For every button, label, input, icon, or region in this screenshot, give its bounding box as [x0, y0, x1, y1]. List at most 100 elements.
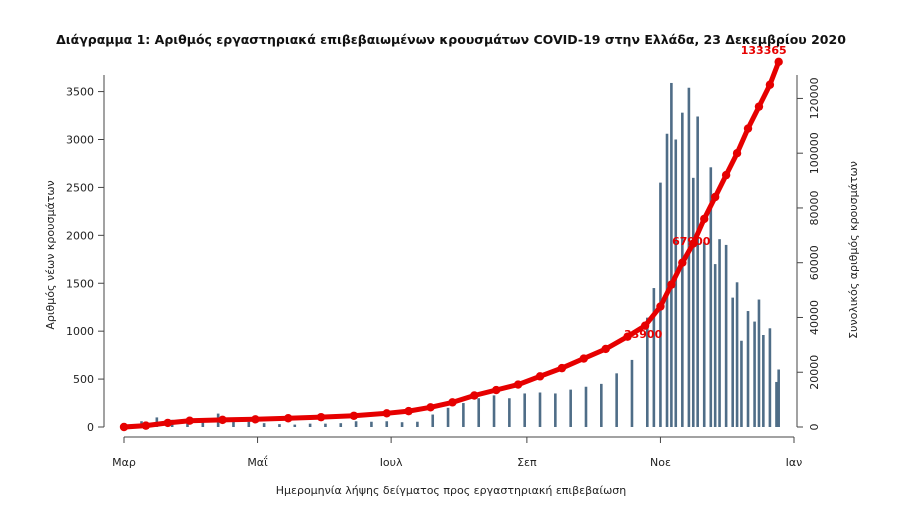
- cumulative-point: [689, 239, 698, 248]
- bar: [400, 422, 404, 427]
- cumulative-point: [141, 421, 151, 430]
- y-tick-label: 0: [87, 421, 94, 434]
- bar: [584, 386, 588, 427]
- cumulative-point: [535, 372, 545, 381]
- bar: [446, 407, 450, 427]
- cumulative-point: [601, 344, 610, 354]
- cumulative-point: [656, 302, 665, 311]
- bar: [718, 239, 721, 427]
- y2-tick-label: 120000: [808, 77, 821, 119]
- bar: [615, 373, 618, 427]
- cumulative-point: [774, 57, 783, 67]
- bar: [777, 369, 780, 427]
- bar: [278, 424, 281, 427]
- x-tick-label: Νοε: [650, 456, 671, 469]
- bar: [687, 87, 691, 427]
- cumulative-point: [754, 102, 764, 111]
- bar: [370, 421, 373, 427]
- y-tick-label: 3500: [66, 86, 94, 99]
- x-tick-label: Σεπ: [517, 456, 537, 469]
- bar: [293, 424, 297, 427]
- x-tick-label: Ιαν: [786, 456, 803, 469]
- cumulative-point: [700, 214, 709, 224]
- bar: [324, 423, 327, 427]
- bar: [339, 423, 343, 427]
- annotation-label: 133365: [741, 44, 787, 57]
- y2-tick-label: 80000: [808, 190, 821, 225]
- bar: [775, 381, 778, 427]
- y-ticks-left: 0 500 1000 1500 2000 2500 3000 3500: [66, 86, 104, 434]
- bar: [724, 244, 728, 427]
- cumulative-point: [640, 321, 650, 330]
- cumulative-point: [579, 354, 589, 363]
- bar: [665, 133, 669, 427]
- bar: [600, 383, 603, 427]
- bar: [735, 282, 739, 427]
- y2-tick-label: 100000: [808, 132, 821, 174]
- bar: [670, 82, 673, 427]
- bar: [416, 421, 419, 427]
- bar: [702, 242, 706, 427]
- bar: [696, 116, 699, 427]
- bar: [492, 395, 496, 427]
- x-tick-label: Μαρ: [112, 456, 136, 469]
- cumulative-point: [732, 148, 742, 158]
- y-tick-label: 2500: [66, 181, 94, 194]
- y2-axis-label: Συνολικός αριθμός κρουσμάτων: [847, 161, 860, 339]
- bar: [630, 359, 634, 427]
- annotations: 133365 67900 33900: [624, 44, 787, 341]
- cumulative-point: [667, 280, 676, 289]
- cumulative-point: [492, 385, 501, 395]
- chart-title: Διάγραμμα 1: Αριθμός εργαστηριακά επιβεβ…: [56, 32, 846, 47]
- bar: [768, 328, 772, 427]
- x-axis-label: Ημερομηνία λήψης δείγματος προς εργαστηρ…: [276, 484, 627, 497]
- cumulative-point: [557, 363, 567, 373]
- bar: [186, 421, 189, 427]
- y-ticks-right: 0 20000 40000 60000 80000 100000 120000: [797, 77, 821, 431]
- y2-tick-label: 40000: [808, 300, 821, 335]
- cumulative-point: [765, 80, 775, 89]
- y-tick-label: 3000: [66, 134, 94, 147]
- cumulative-point: [470, 391, 479, 400]
- bar: [538, 392, 542, 427]
- cumulative-point: [218, 415, 227, 425]
- y2-tick-label: 60000: [808, 245, 821, 280]
- cumulative-point: [316, 412, 326, 422]
- bars-layer: [122, 82, 780, 428]
- bar: [462, 403, 465, 427]
- bar: [262, 423, 266, 427]
- bar: [232, 419, 235, 427]
- bar: [201, 421, 205, 427]
- bar: [709, 167, 713, 427]
- bar: [746, 311, 750, 427]
- bar: [523, 393, 526, 427]
- cumulative-point: [404, 406, 413, 416]
- bar: [762, 335, 765, 427]
- cumulative-point: [119, 422, 129, 432]
- cumulative-point: [163, 418, 172, 428]
- bar: [477, 398, 481, 427]
- cumulative-point: [448, 398, 457, 407]
- x-ticks: Μαρ Μαΐ Ιουλ Σεπ Νοε Ιαν: [112, 437, 802, 469]
- cumulative-point: [382, 409, 391, 418]
- bar: [753, 321, 756, 427]
- bar: [508, 398, 511, 427]
- bar: [652, 288, 656, 427]
- cumulative-point: [721, 170, 731, 180]
- cumulative-point: [426, 403, 435, 412]
- annotation-label: 33900: [624, 328, 663, 341]
- cumulative-point: [513, 380, 523, 389]
- cumulative-point: [678, 258, 687, 267]
- cumulative-point: [743, 124, 753, 133]
- y-tick-label: 2000: [66, 229, 94, 242]
- bar: [674, 139, 678, 427]
- bar: [757, 299, 761, 427]
- x-tick-label: Μαΐ: [247, 455, 268, 469]
- cumulative-point: [349, 411, 359, 420]
- y-axis-label: Αριθμός νέων κρουσμάτων: [44, 180, 57, 329]
- bar: [308, 423, 312, 427]
- bar: [431, 414, 435, 427]
- y2-tick-label: 0: [808, 424, 821, 431]
- bar: [681, 112, 684, 428]
